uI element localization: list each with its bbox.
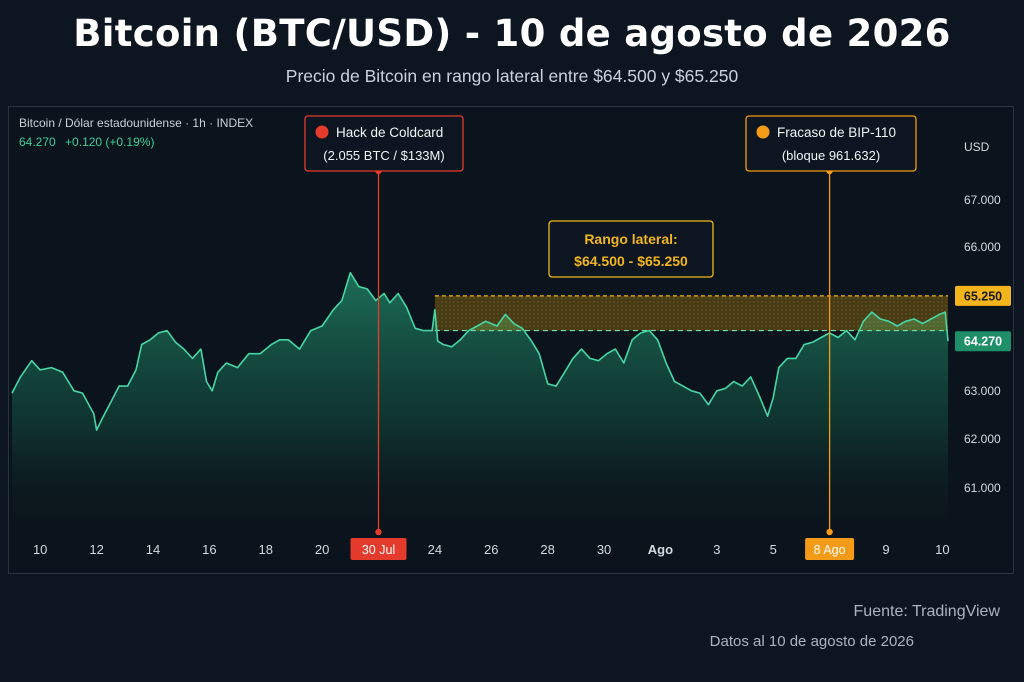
event-detail: (2.055 BTC / $133M): [323, 148, 444, 163]
price-readout: 64.270 +0.120 (+0.19%): [19, 135, 160, 149]
x-tick-label: 30: [597, 542, 611, 557]
range-label-values: $64.500 - $65.250: [574, 253, 688, 269]
x-event-tag: [350, 538, 407, 560]
price-tag: [955, 331, 1011, 352]
event-title: Fracaso de BIP-110: [777, 125, 896, 140]
x-tick-label: 3: [713, 542, 720, 557]
y-tick-label: 61.000: [964, 481, 1001, 495]
date-note: Datos al 10 de agosto de 2026: [709, 633, 914, 650]
x-tick-label: 14: [146, 542, 160, 557]
range-label-title: Rango lateral:: [584, 231, 677, 247]
current-price: 64.270: [19, 135, 56, 149]
event-box: [745, 115, 917, 172]
chart-subtitle: Precio de Bitcoin en rango lateral entre…: [285, 66, 739, 86]
event-box: [304, 115, 464, 172]
y-axis-unit: USD: [964, 140, 990, 154]
event-dot-icon: [315, 125, 329, 139]
x-event-tag: [805, 538, 855, 560]
price-area-fill: [12, 272, 948, 532]
x-tick-label: 8 Ago: [814, 543, 846, 557]
price-tag-label: 65.250: [964, 289, 1002, 303]
x-tick-label: 24: [428, 542, 442, 557]
y-tick-label: 67.000: [964, 193, 1001, 207]
price-line: [11, 271, 949, 431]
chart-title: Bitcoin (BTC/USD) - 10 de agosto de 2026: [73, 12, 951, 55]
x-tick-label: 10: [33, 542, 47, 557]
x-tick-label: 5: [770, 542, 777, 557]
x-tick-label: 9: [882, 542, 889, 557]
y-tick-label: 66.000: [964, 240, 1001, 254]
instrument-label: Bitcoin / Dólar estadounidense · 1h · IN…: [19, 116, 254, 130]
event-dot-icon: [756, 125, 770, 139]
x-tick-label: 18: [259, 542, 273, 557]
x-tick-label: 20: [315, 542, 329, 557]
x-tick-label: 16: [202, 542, 216, 557]
source-note: Fuente: TradingView: [853, 603, 1000, 620]
event-marker-bottom: [826, 528, 833, 536]
range-label-box: [548, 220, 714, 278]
x-tick-label: 30 Jul: [362, 543, 395, 557]
x-tick-label: Ago: [648, 542, 673, 557]
price-tag: [955, 285, 1011, 306]
event-detail: (bloque 961.632): [782, 148, 880, 163]
y-tick-label: 63.000: [964, 384, 1001, 398]
price-change: +0.120 (+0.19%): [65, 135, 155, 149]
price-tag-label: 64.270: [964, 335, 1002, 349]
y-tick-label: 62.000: [964, 432, 1001, 446]
x-tick-label: 12: [89, 542, 103, 557]
x-tick-label: 10: [935, 542, 949, 557]
event-marker-bottom: [375, 528, 382, 536]
x-tick-label: 28: [540, 542, 554, 557]
x-tick-label: 26: [484, 542, 498, 557]
event-title: Hack de Coldcard: [336, 125, 443, 140]
